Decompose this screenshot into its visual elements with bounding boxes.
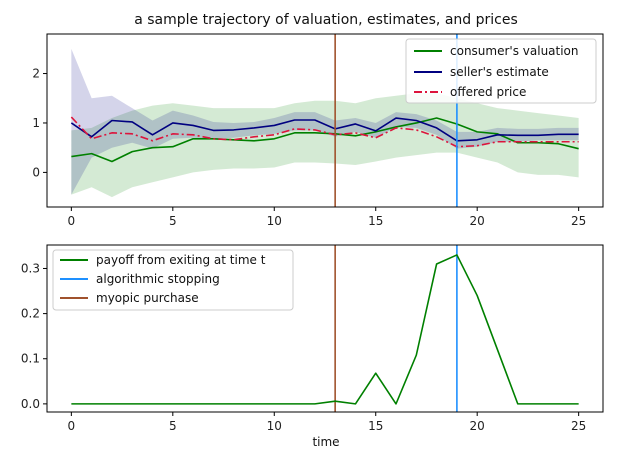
x-tick-label: 5 (169, 419, 177, 433)
series-consumer-s-valuation (71, 117, 579, 163)
bottom-vlines (334, 245, 458, 412)
legend-label-myopic: myopic purchase (96, 291, 199, 305)
series-payoff-from-exiting-at-time-t (71, 254, 579, 405)
top-chart-title: a sample trajectory of valuation, estima… (134, 12, 518, 28)
y-tick-label: 0.1 (21, 352, 40, 366)
legend-label-valuation: consumer's valuation (450, 44, 579, 58)
bottom-panel: 0 5 10 15 20 25 0.0 0.1 0.2 0.3 time payoff from… (21, 244, 604, 449)
y-tick-label: 0.3 (21, 261, 40, 275)
bottom-y-ticks: 0.0 0.1 0.2 0.3 (21, 261, 47, 411)
legend-label-estimate: seller's estimate (450, 65, 549, 79)
series-seller-s-estimate (70, 117, 579, 142)
x-tick-label: 15 (368, 214, 383, 228)
bottom-legend-box (52, 249, 294, 311)
top-axes-frame (46, 33, 604, 208)
x-tick-label: 25 (571, 214, 586, 228)
top-panel: a sample trajectory of valuation, estima… (32, 12, 604, 228)
top-bands (71, 48, 579, 198)
legend-label-payoff: payoff from exiting at time t (96, 253, 266, 267)
x-tick-label: 0 (68, 419, 76, 433)
y-tick-label: 0 (32, 165, 40, 179)
bottom-legend: payoff from exiting at time t algorithmi… (52, 249, 294, 311)
top-x-ticks: 0 5 10 15 20 25 (68, 207, 586, 228)
bottom-x-axis-label: time (312, 435, 339, 449)
top-y-ticks: 0 1 2 (32, 67, 47, 179)
estimate-band (71, 48, 579, 195)
x-tick-label: 20 (470, 214, 485, 228)
valuation-band (71, 93, 579, 198)
legend-label-price: offered price (450, 85, 526, 99)
x-tick-label: 25 (571, 419, 586, 433)
top-legend: consumer's valuation seller's estimate o… (405, 38, 597, 104)
y-tick-label: 0.2 (21, 307, 40, 321)
x-tick-label: 5 (169, 214, 177, 228)
top-series-lines (70, 116, 579, 163)
y-tick-label: 2 (32, 67, 40, 81)
x-tick-label: 15 (368, 419, 383, 433)
bottom-axes-frame (46, 244, 604, 413)
y-tick-label: 1 (32, 116, 40, 130)
top-legend-box (405, 38, 597, 104)
x-tick-label: 20 (470, 419, 485, 433)
y-tick-label: 0.0 (21, 397, 40, 411)
bottom-x-ticks: 0 5 10 15 20 25 (68, 412, 586, 433)
series-offered-price (70, 116, 579, 148)
x-tick-label: 10 (267, 214, 282, 228)
x-tick-label: 10 (267, 419, 282, 433)
legend-label-algorithmic: algorithmic stopping (96, 272, 220, 286)
bottom-series-lines (71, 254, 579, 405)
x-tick-label: 0 (68, 214, 76, 228)
